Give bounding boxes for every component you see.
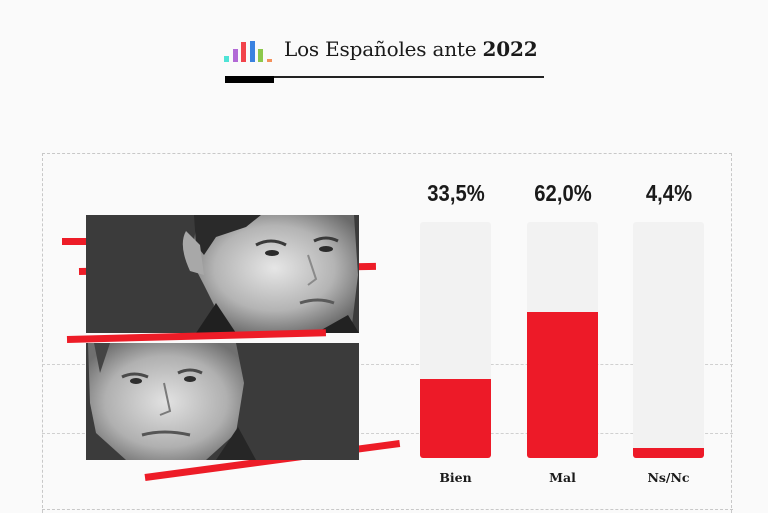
- bar-nsnc: [633, 447, 704, 458]
- chart-frame-bottom: [42, 509, 733, 510]
- bar-chart-logo-icon: [224, 38, 276, 62]
- politician-photo-top: [86, 215, 359, 333]
- bar-mal: [527, 311, 598, 458]
- bar-track-1: [527, 222, 598, 458]
- value-label: 4,4%: [645, 180, 692, 206]
- bar-bien: [420, 378, 491, 458]
- category-label: Ns/Nc: [647, 470, 690, 485]
- bar-track-0: [420, 222, 491, 458]
- page-title: Los Españoles ante 2022: [284, 37, 538, 61]
- gridline: [42, 364, 733, 365]
- title-bold: 2022: [482, 37, 538, 61]
- decorative-stripe: [62, 238, 102, 245]
- title-regular: Los Españoles ante: [284, 37, 483, 61]
- chart-frame: [42, 153, 732, 513]
- title-underline-accent: [225, 76, 274, 83]
- logo-bar: [266, 59, 272, 62]
- category-label: Bien: [439, 470, 472, 485]
- value-label: 62,0%: [533, 180, 592, 206]
- logo-bar: [232, 49, 238, 62]
- logo-bar: [249, 41, 255, 62]
- logo-bar: [224, 56, 229, 62]
- logo-bar: [241, 42, 246, 62]
- logo-bar: [258, 49, 263, 62]
- bar-track-2: [633, 222, 704, 458]
- value-label: 33,5%: [426, 180, 485, 206]
- category-label: Mal: [549, 470, 576, 485]
- gridline: [42, 433, 733, 434]
- politician-photo-bottom: [86, 343, 359, 460]
- title-underline: [225, 76, 544, 78]
- portrait-image: [88, 343, 256, 460]
- header: Los Españoles ante 2022: [0, 0, 768, 90]
- portrait-image: [182, 215, 359, 333]
